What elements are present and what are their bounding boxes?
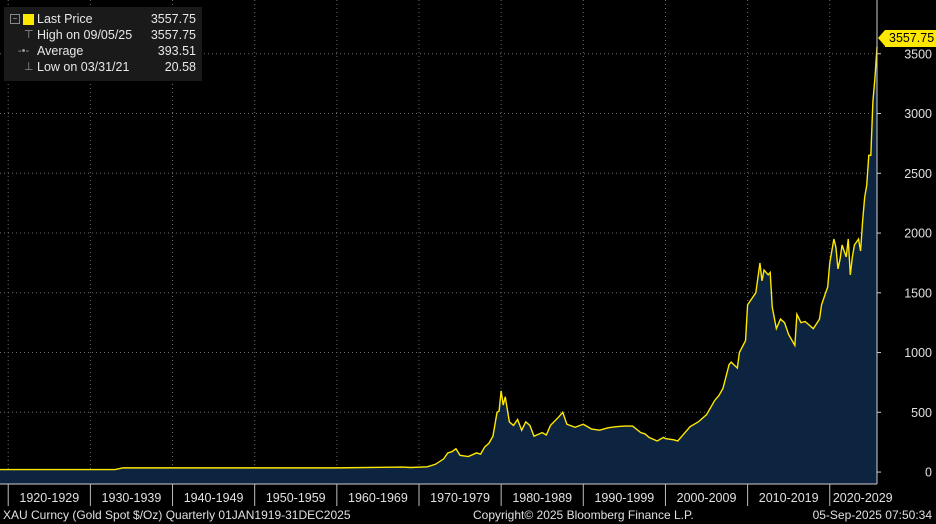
collapse-icon[interactable]: − bbox=[10, 14, 20, 24]
y-tick-label: 2000 bbox=[904, 227, 932, 241]
average-marker-icon: -•- bbox=[18, 45, 30, 57]
x-tick-label: 1990-1999 bbox=[594, 491, 654, 505]
footer-timestamp: 05-Sep-2025 07:50:34 bbox=[812, 508, 932, 522]
x-axis-ticks: 1920-1929 1930-1939 1940-1949 1950-1959 1960… bbox=[7, 484, 893, 506]
x-tick-label: 1960-1969 bbox=[348, 491, 408, 505]
footer-copyright: Copyright© 2025 Bloomberg Finance L.P. bbox=[473, 508, 694, 522]
legend-panel: − Last Price 3557.75 ⊤ High on 09/05/25 … bbox=[4, 7, 202, 81]
legend-high-value: 3557.75 bbox=[150, 28, 196, 42]
x-tick-label: 1920-1929 bbox=[19, 491, 79, 505]
x-tick-label: 2000-2009 bbox=[677, 491, 737, 505]
legend-last-price-value: 3557.75 bbox=[150, 12, 196, 26]
y-axis-ticks: 0 500 1000 1500 2000 2500 3000 3500 bbox=[877, 47, 932, 480]
high-marker-icon: ⊤ bbox=[24, 29, 34, 41]
y-tick-label: 1000 bbox=[904, 346, 932, 360]
x-tick-label: 1930-1939 bbox=[102, 491, 162, 505]
footer-security-info: XAU Curncy (Gold Spot $/Oz) Quarterly 01… bbox=[3, 508, 351, 522]
x-tick-label: 1940-1949 bbox=[184, 491, 244, 505]
last-price-tag: 3557.75 bbox=[877, 30, 936, 47]
footer-bar: XAU Curncy (Gold Spot $/Oz) Quarterly 01… bbox=[0, 507, 936, 524]
y-tick-label: 1500 bbox=[904, 286, 932, 300]
legend-row-low: ⊥ Low on 03/31/21 20.58 bbox=[4, 59, 196, 75]
legend-row-average: -•- Average 393.51 bbox=[4, 43, 196, 59]
legend-row-high: ⊤ High on 09/05/25 3557.75 bbox=[4, 27, 196, 43]
legend-low-label: Low on 03/31/21 bbox=[37, 60, 130, 74]
x-tick-label: 2010-2019 bbox=[759, 491, 819, 505]
price-line bbox=[0, 46, 878, 471]
x-tick-label: 1980-1989 bbox=[512, 491, 572, 505]
y-tick-label: 500 bbox=[911, 406, 932, 420]
price-area bbox=[0, 46, 877, 484]
legend-average-value: 393.51 bbox=[157, 44, 196, 58]
legend-row-last-price: − Last Price 3557.75 bbox=[4, 11, 196, 27]
legend-low-value: 20.58 bbox=[164, 60, 196, 74]
y-tick-label: 0 bbox=[925, 466, 932, 480]
legend-last-price-label: Last Price bbox=[37, 12, 93, 26]
legend-high-label: High on 09/05/25 bbox=[37, 28, 133, 42]
y-tick-label: 3000 bbox=[904, 107, 932, 121]
low-marker-icon: ⊥ bbox=[24, 61, 34, 73]
x-tick-label: 2020-2029 bbox=[833, 491, 893, 505]
x-tick-label: 1970-1979 bbox=[430, 491, 490, 505]
yellow-swatch-icon bbox=[23, 14, 34, 25]
legend-average-label: Average bbox=[37, 44, 84, 58]
y-tick-label: 3500 bbox=[904, 47, 932, 61]
y-tick-label: 2500 bbox=[904, 167, 932, 181]
x-tick-label: 1950-1959 bbox=[266, 491, 326, 505]
